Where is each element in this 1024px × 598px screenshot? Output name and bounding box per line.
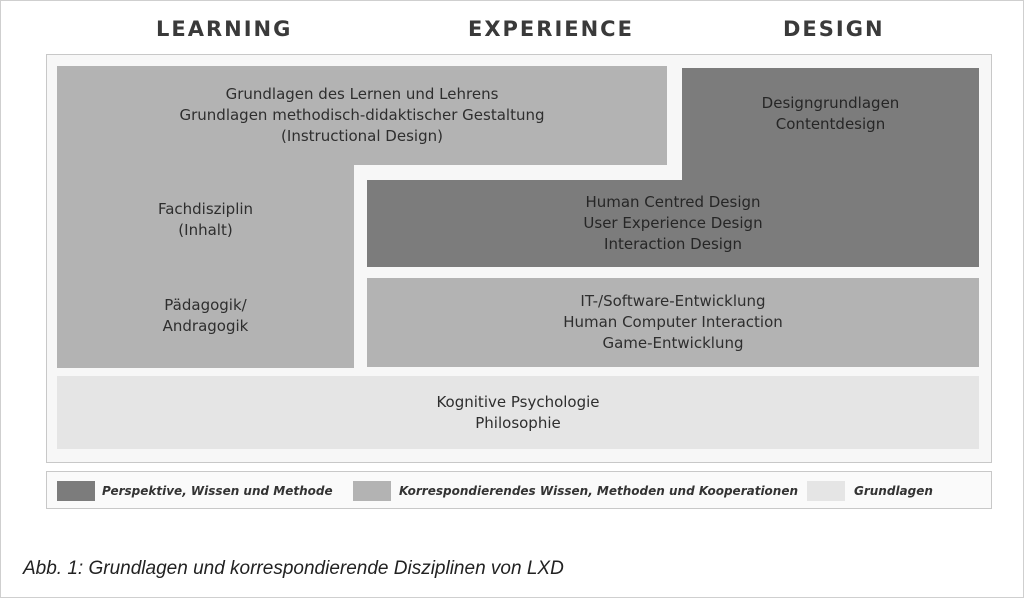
block-line: Game-Entwicklung (602, 334, 744, 352)
legend-swatch-mid (353, 481, 391, 501)
block-line: Fachdisziplin (157, 200, 254, 218)
block-line: Philosophie (475, 413, 561, 432)
block-line: Human Centred Design (585, 193, 761, 211)
block-line: Interaction Design (604, 235, 742, 253)
block-line: Contentdesign (775, 115, 886, 133)
block-it-software: IT-/Software-Entwicklung Human Computer … (367, 278, 979, 367)
block-fachdisziplin: Fachdisziplin (Inhalt) (57, 199, 354, 241)
block-designgrundlagen: Designgrundlagen Contentdesign (682, 68, 979, 180)
legend-label-mid: Korrespondierendes Wissen, Methoden und … (399, 484, 799, 498)
block-line: Designgrundlagen (761, 94, 900, 112)
block-kognitive: Kognitive Psychologie Philosophie (57, 376, 979, 449)
block-learning-column: Fachdisziplin (Inhalt) Pädagogik/ Andrag… (57, 165, 354, 368)
heading-design: DESIGN (783, 17, 885, 41)
block-paedagogik: Pädagogik/ Andragogik (57, 295, 354, 337)
block-line: IT-/Software-Entwicklung (580, 292, 766, 310)
block-line: Grundlagen methodisch-didaktischer Gesta… (179, 106, 545, 124)
block-line: Human Computer Interaction (563, 313, 783, 331)
legend-label-light: Grundlagen (854, 484, 933, 498)
block-line: Kognitive Psychologie (436, 392, 600, 411)
legend-swatch-light (807, 481, 845, 501)
legend-label-dark: Perspektive, Wissen und Methode (102, 484, 333, 498)
block-line: Andragogik (162, 317, 249, 335)
block-line: (Instructional Design) (281, 127, 443, 145)
block-line: (Inhalt) (178, 221, 233, 239)
block-human-centred: Human Centred Design User Experience Des… (367, 180, 979, 267)
heading-experience: EXPERIENCE (468, 17, 634, 41)
legend: Perspektive, Wissen und Methode Korrespo… (46, 471, 992, 509)
figure-caption: Abb. 1: Grundlagen und korrespondierende… (23, 558, 564, 579)
heading-learning: LEARNING (156, 17, 293, 41)
block-grundlagen-lernen: Grundlagen des Lernen und Lehrens Grundl… (57, 66, 667, 165)
block-line: Grundlagen des Lernen und Lehrens (225, 85, 499, 103)
block-line: Pädagogik/ (164, 296, 247, 314)
legend-swatch-dark (57, 481, 95, 501)
block-line: User Experience Design (583, 214, 763, 232)
